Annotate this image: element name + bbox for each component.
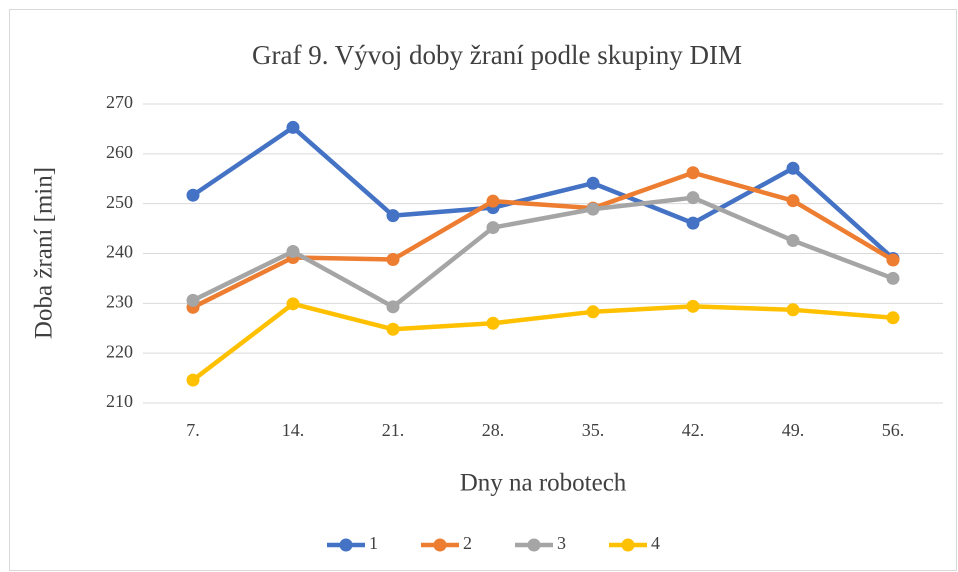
data-point: [286, 245, 300, 259]
x-tick-label: 35.: [582, 420, 605, 440]
data-point: [786, 303, 800, 317]
data-point: [486, 316, 500, 330]
series-line: [191, 170, 895, 310]
data-point: [486, 221, 500, 235]
y-tick-label: 260: [106, 142, 133, 162]
legend-label: 1: [369, 533, 378, 553]
data-point: [786, 234, 800, 248]
x-tick-label: 56.: [882, 420, 905, 440]
x-axis-label: Dny na robotech: [460, 470, 627, 497]
data-point: [286, 120, 300, 134]
x-tick-label: 28.: [482, 420, 505, 440]
data-point: [486, 194, 500, 208]
data-point: [386, 300, 400, 314]
data-point: [686, 216, 700, 230]
data-point: [686, 166, 700, 180]
data-point: [386, 252, 400, 266]
data-point: [586, 305, 600, 319]
x-tick-label: 14.: [282, 420, 305, 440]
x-tick-label: 49.: [782, 420, 805, 440]
legend-label: 2: [463, 533, 472, 553]
x-tick-label: 7.: [186, 420, 200, 440]
data-point: [686, 191, 700, 205]
data-point: [386, 322, 400, 336]
data-point: [186, 188, 200, 202]
data-point: [586, 202, 600, 216]
legend-marker: [433, 538, 447, 552]
y-tick-label: 240: [106, 242, 133, 262]
legend-label: 4: [651, 533, 660, 553]
legend-marker: [527, 538, 541, 552]
y-tick-label: 210: [106, 391, 133, 411]
y-tick-label: 250: [106, 192, 133, 212]
data-point: [286, 297, 300, 311]
data-point: [186, 373, 200, 387]
data-point: [586, 176, 600, 190]
legend-marker: [621, 538, 635, 552]
data-point: [786, 161, 800, 175]
y-tick-label: 220: [106, 341, 133, 361]
series-line: [191, 301, 894, 382]
data-point: [786, 194, 800, 208]
data-point: [886, 253, 900, 267]
legend-marker: [339, 538, 353, 552]
data-point: [686, 299, 700, 313]
chart-title: Graf 9. Vývoj doby žraní podle skupiny D…: [252, 40, 742, 70]
data-point: [886, 311, 900, 325]
data-point: [386, 209, 400, 223]
x-tick-label: 42.: [682, 420, 705, 440]
y-tick-label: 270: [106, 92, 133, 112]
data-point: [886, 271, 900, 285]
y-tick-label: 230: [106, 291, 133, 311]
series-line: [191, 125, 895, 261]
legend-label: 3: [557, 533, 566, 553]
series-line: [192, 195, 894, 310]
y-axis-label: Doba žraní [min]: [31, 167, 58, 339]
chart-border: [9, 9, 957, 571]
x-tick-label: 21.: [382, 420, 405, 440]
data-point: [186, 293, 200, 307]
